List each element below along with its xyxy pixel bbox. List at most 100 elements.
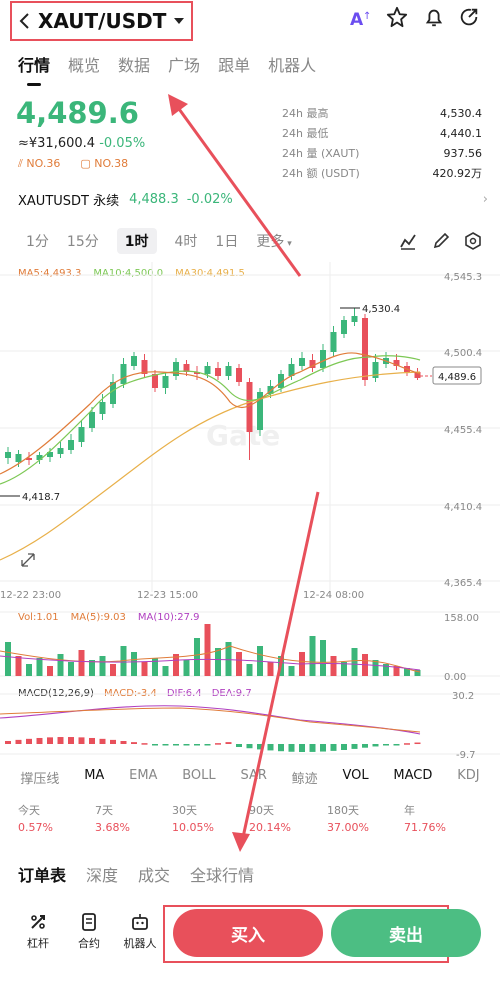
tab-bot[interactable]: 机器人 xyxy=(268,56,317,75)
candle-body xyxy=(99,402,106,414)
ind-kdj[interactable]: KDJ xyxy=(457,768,480,783)
volume-bar xyxy=(173,654,179,676)
buy-button[interactable]: 买入 xyxy=(173,909,323,957)
ind-ma[interactable]: MA xyxy=(84,768,105,783)
star-icon[interactable] xyxy=(386,6,408,28)
interval-more[interactable]: 更多 ▾ xyxy=(256,234,292,250)
sell-button[interactable]: 卖出 xyxy=(331,909,481,957)
arrow-head xyxy=(168,94,188,116)
macd-bar xyxy=(215,743,221,745)
candle-body xyxy=(57,448,64,454)
macd-bar xyxy=(288,744,295,752)
volume-bars xyxy=(5,624,421,676)
candle-body xyxy=(351,316,358,322)
pair-selector[interactable]: XAUT/USDT xyxy=(10,1,193,41)
bot-button[interactable]: 机器人 xyxy=(120,912,160,951)
candle-body xyxy=(225,366,232,376)
top-bar: XAUT/USDT A ↑ xyxy=(0,0,500,42)
tab-overview[interactable]: 概览 xyxy=(68,56,101,75)
macd-bar xyxy=(5,741,11,744)
rank-badge-2[interactable]: ▢ NO.38 xyxy=(80,157,129,170)
candle-body xyxy=(110,382,116,404)
settings-hex-icon[interactable] xyxy=(464,232,482,250)
tab-data[interactable]: 数据 xyxy=(118,56,151,75)
ind-whale[interactable]: 鲸迹 xyxy=(291,772,318,787)
volume-bar xyxy=(341,662,347,676)
tab-global[interactable]: 全球行情 xyxy=(190,866,255,885)
interval-1d[interactable]: 1日 xyxy=(215,234,239,250)
perp-price: 4,488.3 xyxy=(129,192,179,207)
macd-bar xyxy=(152,744,158,746)
ind-vol[interactable]: VOL xyxy=(342,768,369,783)
macd-bar xyxy=(89,737,95,744)
volume-bar xyxy=(15,656,22,676)
macd-bar xyxy=(68,737,74,744)
interval-4h[interactable]: 4时 xyxy=(174,234,198,250)
macd-bar xyxy=(110,739,116,744)
macd-bar xyxy=(141,743,148,745)
back-icon[interactable] xyxy=(18,12,30,30)
perp-row[interactable]: XAUTUSDT 永续 4,488.3 -0.02% › xyxy=(18,190,488,209)
ind-support[interactable]: 撑压线 xyxy=(20,772,60,787)
volume-bar xyxy=(99,656,106,676)
svg-text:4,545.3: 4,545.3 xyxy=(444,272,482,283)
macd-bar xyxy=(26,738,32,744)
candle-body xyxy=(78,427,85,442)
current-price-label: 4,489.6 xyxy=(438,372,476,383)
candle-body xyxy=(15,454,22,462)
macd-bar xyxy=(383,744,389,746)
macd-bar xyxy=(257,744,263,750)
tab-market[interactable]: 行情 xyxy=(18,52,50,76)
vol-axis-min: 0.00 xyxy=(444,672,466,683)
indicator-icon[interactable] xyxy=(399,232,417,250)
contract-button[interactable]: 合约 xyxy=(69,912,109,951)
svg-text:A: A xyxy=(350,10,364,30)
candlestick-chart[interactable]: Gate 4,545.3 4,500.4 4,455.4 4,410.4 4,3… xyxy=(0,262,500,602)
ind-sar[interactable]: SAR xyxy=(240,768,267,783)
volume-bar xyxy=(5,642,11,676)
tab-trades[interactable]: 成交 xyxy=(138,866,171,885)
volume-bar xyxy=(131,652,137,676)
macd-bar xyxy=(404,743,410,745)
macd-bar xyxy=(341,744,347,750)
stat-row: 24h 最高 4,530.4 xyxy=(282,106,482,121)
tab-depth[interactable]: 深度 xyxy=(86,866,119,885)
lever-button[interactable]: 杠杆 xyxy=(18,912,58,951)
volume-bar xyxy=(68,662,74,676)
candle-body xyxy=(173,362,179,376)
bell-icon[interactable] xyxy=(423,6,445,28)
ind-boll[interactable]: BOLL xyxy=(182,768,216,783)
dropdown-icon[interactable] xyxy=(174,17,185,25)
interval-1h[interactable]: 1时 xyxy=(116,228,157,254)
volume-bar xyxy=(236,652,242,676)
time-label: 12-22 23:00 xyxy=(0,590,62,601)
price-sub: ≈¥31,600.4 -0.05% xyxy=(18,136,145,151)
interval-1m[interactable]: 1分 xyxy=(26,234,49,250)
svg-text:4,365.4: 4,365.4 xyxy=(444,578,482,589)
ai-icon[interactable]: A ↑ xyxy=(349,6,373,30)
tab-copy-trade[interactable]: 跟单 xyxy=(218,56,251,75)
volume-bar xyxy=(246,664,253,676)
volume-bar xyxy=(204,624,211,676)
macd-bar xyxy=(194,744,200,746)
macd-bar xyxy=(131,742,137,744)
tab-square[interactable]: 广场 xyxy=(168,56,201,75)
stat-row: 24h 最低 4,440.1 xyxy=(282,126,482,141)
rank-badge-1[interactable]: ⫽ NO.36 xyxy=(18,157,61,170)
volume-bar xyxy=(309,636,316,676)
share-icon[interactable] xyxy=(458,6,480,28)
tab-orderbook[interactable]: 订单表 xyxy=(18,866,67,885)
macd-bar xyxy=(267,744,274,751)
svg-text:4,410.4: 4,410.4 xyxy=(444,502,482,513)
draw-pen-icon[interactable] xyxy=(432,232,450,250)
ind-ema[interactable]: EMA xyxy=(129,768,158,783)
rank-row: ⫽ NO.36 ▢ NO.38 xyxy=(18,157,128,171)
macd-bar xyxy=(15,739,22,744)
interval-15m[interactable]: 15分 xyxy=(66,234,99,250)
candle-body xyxy=(414,372,421,378)
volume-bar xyxy=(320,640,326,676)
candle-body xyxy=(194,372,200,374)
macd-bar xyxy=(99,738,106,744)
expand-icon[interactable] xyxy=(21,553,35,567)
ind-macd[interactable]: MACD xyxy=(393,768,433,783)
